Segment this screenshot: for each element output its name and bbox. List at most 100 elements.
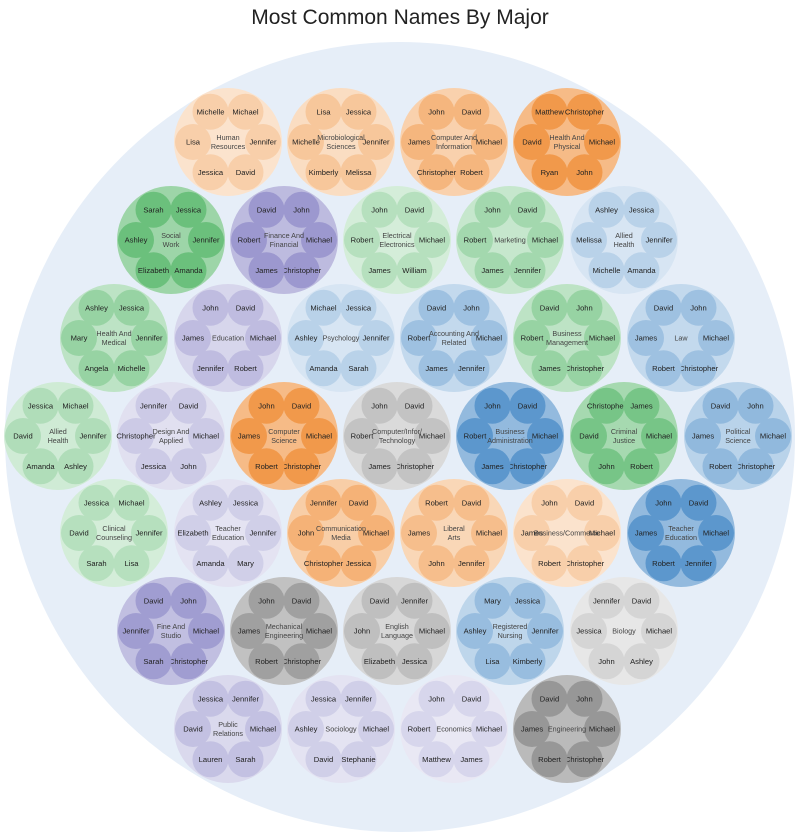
name-circle: [698, 320, 734, 356]
name-circle: [566, 93, 603, 130]
name-circle: [396, 582, 433, 619]
name-circle: [566, 350, 603, 387]
name-label: Jennifer: [192, 236, 219, 245]
name-label: John: [747, 401, 763, 410]
name-circle: [188, 418, 224, 454]
major-label: Electrical: [382, 231, 412, 240]
name-circle: [248, 252, 285, 289]
name-circle: [175, 124, 211, 160]
name-circle: [396, 252, 433, 289]
name-label: David: [540, 303, 559, 312]
name-circle: [623, 387, 660, 424]
name-circle: [361, 191, 398, 228]
major-label: Engineering: [265, 631, 303, 640]
name-label: Michelle: [118, 364, 146, 373]
name-circle: [623, 252, 660, 289]
name-label: David: [370, 596, 389, 605]
name-circle: [471, 515, 507, 551]
major-label: Media: [331, 533, 351, 542]
name-label: David: [579, 432, 598, 441]
name-label: John: [258, 596, 274, 605]
name-circle: [192, 350, 229, 387]
name-label: David: [462, 107, 481, 116]
name-circle: [418, 680, 455, 717]
name-circle: [340, 154, 377, 191]
name-circle: [588, 191, 625, 228]
major-bubble: David John Michael Christopher James Robert Bu…: [513, 284, 621, 392]
major-label: Medical: [102, 338, 127, 347]
name-label: Sarah: [86, 559, 106, 568]
name-circle: [118, 418, 154, 454]
name-circle: [588, 252, 625, 289]
major-label: Fine And: [157, 622, 185, 631]
major-label: Mechanical: [266, 622, 303, 631]
major-label: Allied: [615, 231, 633, 240]
name-label: Robert: [464, 432, 488, 441]
name-label: James: [538, 364, 561, 373]
major-label: Psychology: [323, 334, 360, 343]
name-label: Christopher: [282, 657, 322, 666]
major-label: Science: [725, 436, 751, 445]
name-circle: [192, 545, 229, 582]
name-circle: [22, 387, 59, 424]
name-circle: [509, 252, 546, 289]
name-label: Christopher: [565, 755, 605, 764]
name-label: James: [635, 529, 658, 538]
name-circle: [702, 448, 739, 485]
name-circle: [396, 448, 433, 485]
name-label: John: [598, 462, 614, 471]
name-label: James: [368, 462, 391, 471]
name-label: Melissa: [346, 168, 373, 177]
name-circle: [227, 484, 264, 521]
name-circle: [192, 289, 229, 326]
name-circle: [641, 222, 677, 258]
name-circle: [340, 93, 377, 130]
name-circle: [344, 418, 380, 454]
name-circle: [509, 448, 546, 485]
major-label: Economics: [436, 725, 472, 734]
name-label: Michael: [589, 334, 615, 343]
major-label: Human: [216, 133, 239, 142]
name-circle: [340, 289, 377, 326]
name-label: James: [238, 627, 261, 636]
name-circle: [131, 320, 167, 356]
major-bubble: John David Michael James Matthew Robert Econom…: [400, 675, 508, 783]
name-circle: [231, 613, 267, 649]
major-label: Liberal: [443, 524, 465, 533]
name-circle: [457, 613, 493, 649]
major-label: Studio: [161, 631, 181, 640]
name-circle: [401, 320, 437, 356]
name-circle: [453, 289, 490, 326]
major-label: Design And: [153, 427, 190, 436]
name-label: John: [298, 529, 314, 538]
name-circle: [340, 484, 377, 521]
name-label: John: [541, 498, 557, 507]
name-label: David: [13, 432, 32, 441]
name-label: John: [180, 596, 196, 605]
name-label: John: [576, 694, 592, 703]
name-circle: [358, 711, 394, 747]
name-label: Christopher: [587, 401, 627, 410]
name-circle: [509, 582, 546, 619]
name-circle: [361, 387, 398, 424]
name-label: Jennifer: [249, 529, 276, 538]
name-circle: [131, 515, 167, 551]
major-label: Health: [614, 240, 635, 249]
name-label: Michael: [760, 432, 786, 441]
name-circle: [170, 191, 207, 228]
name-label: Christopher: [282, 266, 322, 275]
name-label: Robert: [709, 462, 733, 471]
name-circle: [514, 320, 550, 356]
name-circle: [623, 191, 660, 228]
name-circle: [514, 124, 550, 160]
name-circle: [474, 252, 511, 289]
major-bubble: Michelle Michael Jennifer David Jessica Lisa H…: [174, 88, 282, 196]
name-circle: [305, 154, 342, 191]
major-label: Political: [726, 427, 751, 436]
name-label: Sarah: [235, 755, 255, 764]
major-label: Physical: [554, 142, 581, 151]
